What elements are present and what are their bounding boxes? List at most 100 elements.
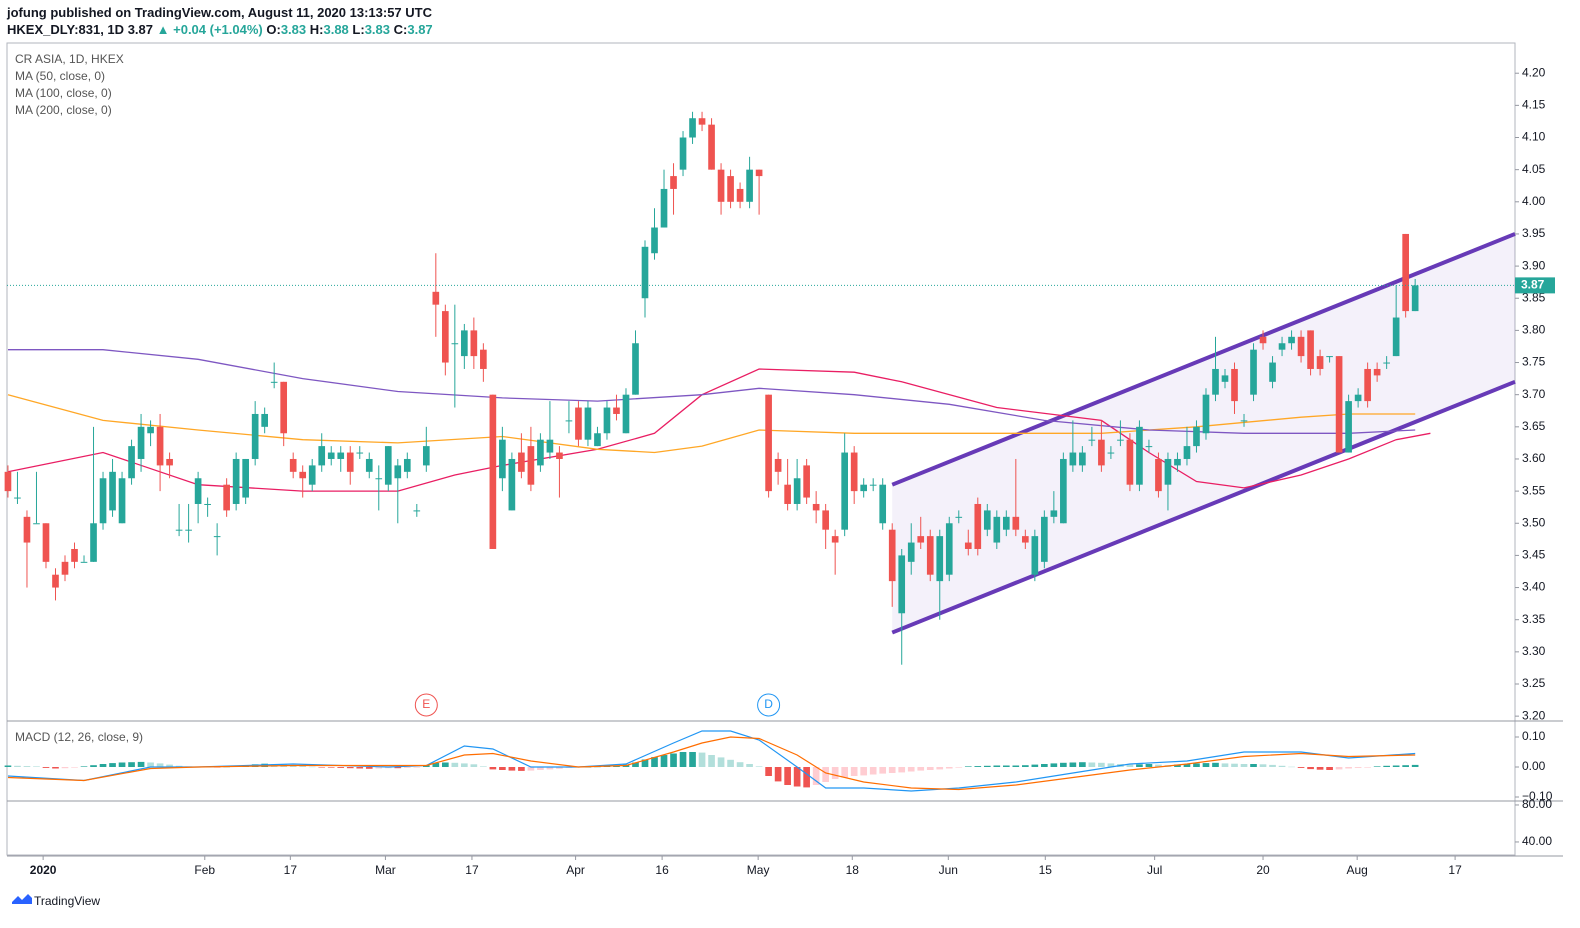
x-tick-label: Mar xyxy=(375,863,396,877)
candle-body xyxy=(1050,510,1058,517)
macd-histogram-bar xyxy=(99,764,107,767)
candle-body xyxy=(1031,536,1039,575)
y-tick-label: 4.05 xyxy=(1522,162,1546,176)
y-tick-label: 3.80 xyxy=(1522,323,1546,337)
candle-body xyxy=(708,124,715,170)
candle-body xyxy=(1060,458,1067,524)
x-tick-label: 17 xyxy=(465,863,479,877)
high: 3.88 xyxy=(323,22,349,37)
candle-body xyxy=(1231,368,1238,402)
macd-histogram-bar xyxy=(90,765,97,767)
candle-body xyxy=(90,523,97,562)
candle-body xyxy=(936,536,944,582)
candle-body xyxy=(651,227,658,254)
candle-body xyxy=(803,465,810,498)
candle-body xyxy=(1126,439,1134,485)
macd-histogram-bar xyxy=(888,767,896,773)
y-tick-label: 0.00 xyxy=(1522,759,1546,773)
macd-histogram-bar xyxy=(4,765,12,767)
macd-histogram-bar xyxy=(1402,765,1409,767)
macd-histogram-bar xyxy=(499,767,506,770)
candle-body xyxy=(23,516,31,543)
legend-entry: MA (200, close, 0) xyxy=(15,103,112,117)
macd-histogram-bar xyxy=(61,767,69,769)
macd-histogram-bar xyxy=(926,767,934,770)
candle-body xyxy=(1326,356,1333,358)
candle-body xyxy=(793,478,801,504)
candle-body xyxy=(71,548,78,562)
candle-body xyxy=(850,452,858,492)
macd-histogram-bar xyxy=(907,767,915,772)
macd-histogram-bar xyxy=(765,767,772,776)
low: 3.83 xyxy=(364,22,391,37)
candle-body xyxy=(537,439,544,466)
candle-body xyxy=(185,529,192,531)
ma-line xyxy=(7,368,1431,492)
candle-body xyxy=(565,420,573,422)
y-tick-label: 3.25 xyxy=(1522,676,1546,690)
candle-body xyxy=(403,458,411,472)
candle-body xyxy=(394,465,402,479)
candle-body xyxy=(632,343,639,395)
candle-body xyxy=(432,291,440,305)
macd-histogram-bar xyxy=(746,764,753,767)
macd-histogram-bar xyxy=(784,767,791,785)
candle-body xyxy=(1155,458,1162,492)
macd-histogram-bar xyxy=(831,767,839,779)
macd-histogram-bar xyxy=(679,752,687,767)
legend-entry: MA (100, close, 0) xyxy=(15,86,112,100)
candle-body xyxy=(1145,446,1153,448)
candle-body xyxy=(983,510,991,530)
header-line: HKEX_DLY:831, 1D 3.87 ▲ +0.04 (+1.04%) O… xyxy=(7,22,433,37)
candle-body xyxy=(270,381,278,383)
candle-body xyxy=(945,523,953,575)
channel-line xyxy=(891,232,1516,487)
candle-body xyxy=(584,407,592,440)
macd-line xyxy=(7,736,1416,791)
macd-histogram-bar xyxy=(109,763,116,767)
macd-histogram-bar xyxy=(71,767,78,768)
candle-body xyxy=(1297,336,1305,357)
candle-body xyxy=(1088,439,1096,441)
candle-body xyxy=(194,478,202,504)
h-label: H: xyxy=(309,22,324,37)
macd-histogram-bar xyxy=(489,767,497,770)
macd-histogram-bar xyxy=(365,767,373,769)
macd-histogram-bar xyxy=(137,761,145,767)
macd-histogram-bar xyxy=(289,765,297,767)
candle-body xyxy=(717,169,725,202)
macd-histogram-bar xyxy=(1345,767,1352,769)
macd-histogram-bar xyxy=(1259,764,1267,767)
macd-histogram-bar xyxy=(14,765,21,767)
candle-body xyxy=(1136,426,1143,485)
ma-line xyxy=(7,394,1416,454)
macd-histogram-bar xyxy=(1316,767,1324,770)
candle-body xyxy=(42,523,50,562)
candle-body xyxy=(755,169,763,177)
symbol: HKEX_DLY:831, 1D xyxy=(7,22,125,37)
candle-body xyxy=(888,529,896,582)
macd-histogram-bar xyxy=(42,767,50,768)
macd-histogram-bar xyxy=(318,767,326,768)
macd-histogram-bar xyxy=(1193,763,1200,767)
candle-body xyxy=(641,246,649,299)
macd-histogram-bar xyxy=(993,765,1001,767)
candle-body xyxy=(556,452,563,459)
macd-histogram-bar xyxy=(898,767,906,773)
candle-body xyxy=(689,118,696,138)
macd-histogram-bar xyxy=(1212,762,1219,767)
candle-body xyxy=(1373,368,1381,376)
x-tick-label: May xyxy=(747,863,770,877)
macd-histogram-bar xyxy=(384,767,392,769)
candle-body xyxy=(1288,336,1295,344)
candle-body xyxy=(14,497,21,499)
candle-body xyxy=(879,484,887,524)
macd-histogram-bar xyxy=(375,767,383,769)
candle-body xyxy=(223,484,230,511)
macd-histogram-bar xyxy=(451,762,459,767)
macd-histogram-bar xyxy=(689,752,696,767)
macd-histogram-bar xyxy=(698,752,706,767)
candle-body xyxy=(33,523,40,525)
candle-body xyxy=(1002,516,1010,530)
l-label: L: xyxy=(352,22,365,37)
